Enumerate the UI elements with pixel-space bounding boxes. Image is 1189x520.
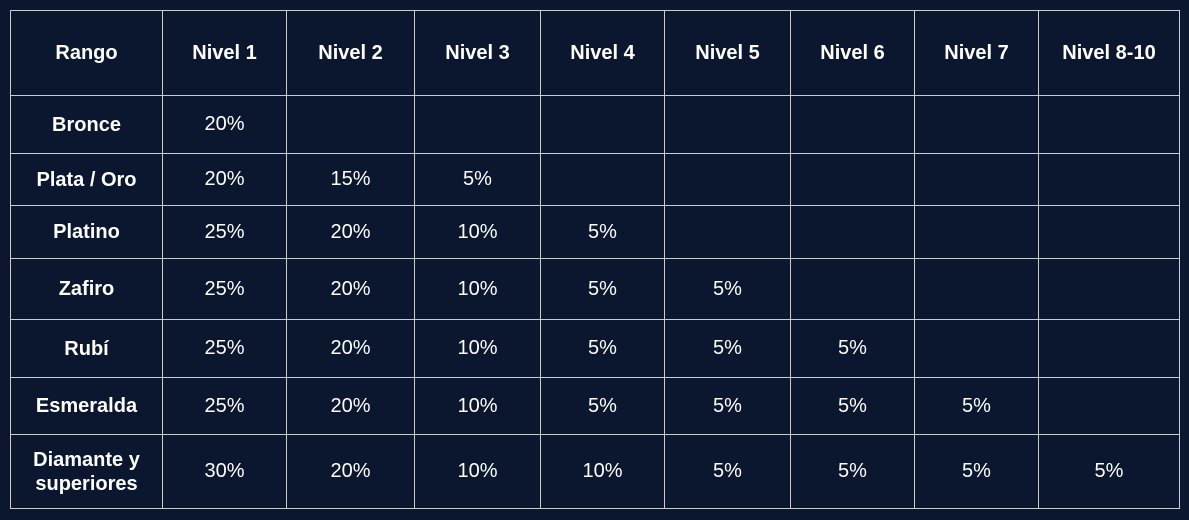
percentage-cell bbox=[1038, 205, 1180, 259]
header-nivel: Nivel 4 bbox=[540, 10, 665, 96]
header-rango: Rango bbox=[10, 10, 163, 96]
percentage-cell bbox=[540, 95, 665, 154]
percentage-cell: 20% bbox=[286, 377, 415, 435]
rank-cell: Rubí bbox=[10, 319, 163, 378]
percentage-cell: 15% bbox=[286, 153, 415, 206]
percentage-cell: 10% bbox=[414, 205, 541, 259]
header-nivel: Nivel 3 bbox=[414, 10, 541, 96]
percentage-cell: 10% bbox=[414, 319, 541, 378]
percentage-cell bbox=[1038, 377, 1180, 435]
percentage-cell: 10% bbox=[414, 377, 541, 435]
percentage-cell: 5% bbox=[914, 434, 1039, 509]
table-row: Diamante y superiores 30% 20% 10% 10% 5% 5% 5% 5… bbox=[10, 434, 1180, 509]
percentage-cell: 20% bbox=[286, 205, 415, 259]
percentage-cell: 20% bbox=[162, 153, 287, 206]
percentage-cell: 5% bbox=[540, 258, 665, 320]
table-row: Bronce 20% bbox=[10, 95, 1180, 154]
percentage-cell: 25% bbox=[162, 205, 287, 259]
rank-cell: Diamante y superiores bbox=[10, 434, 163, 509]
percentage-cell: 20% bbox=[162, 95, 287, 154]
percentage-cell bbox=[790, 258, 915, 320]
percentage-cell bbox=[1038, 153, 1180, 206]
header-nivel: Nivel 6 bbox=[790, 10, 915, 96]
percentage-cell: 10% bbox=[414, 258, 541, 320]
percentage-cell: 5% bbox=[540, 377, 665, 435]
percentage-cell: 5% bbox=[914, 377, 1039, 435]
rank-cell: Esmeralda bbox=[10, 377, 163, 435]
percentage-cell bbox=[664, 153, 791, 206]
rank-cell: Bronce bbox=[10, 95, 163, 154]
header-row: Rango Nivel 1 Nivel 2 Nivel 3 Nivel 4 Nivel 5… bbox=[10, 10, 1180, 96]
percentage-cell: 25% bbox=[162, 319, 287, 378]
table-row: Plata / Oro 20% 15% 5% bbox=[10, 153, 1180, 206]
percentage-cell bbox=[540, 153, 665, 206]
percentage-cell: 5% bbox=[790, 377, 915, 435]
percentage-cell: 20% bbox=[286, 258, 415, 320]
percentage-cell: 10% bbox=[540, 434, 665, 509]
header-nivel: Nivel 8-10 bbox=[1038, 10, 1180, 96]
percentage-cell: 5% bbox=[540, 205, 665, 259]
percentage-cell: 5% bbox=[414, 153, 541, 206]
header-nivel: Nivel 2 bbox=[286, 10, 415, 96]
table-row: Rubí 25% 20% 10% 5% 5% 5% bbox=[10, 319, 1180, 378]
percentage-cell bbox=[414, 95, 541, 154]
rank-cell: Platino bbox=[10, 205, 163, 259]
percentage-cell bbox=[1038, 95, 1180, 154]
percentage-cell: 5% bbox=[1038, 434, 1180, 509]
percentage-cell: 25% bbox=[162, 377, 287, 435]
percentage-cell: 10% bbox=[414, 434, 541, 509]
percentage-cell: 5% bbox=[664, 434, 791, 509]
percentage-cell bbox=[790, 205, 915, 259]
commission-table: Rango Nivel 1 Nivel 2 Nivel 3 Nivel 4 Nivel 5… bbox=[10, 10, 1180, 509]
percentage-cell bbox=[790, 153, 915, 206]
header-nivel: Nivel 1 bbox=[162, 10, 287, 96]
percentage-cell: 25% bbox=[162, 258, 287, 320]
percentage-cell bbox=[286, 95, 415, 154]
percentage-cell: 5% bbox=[790, 434, 915, 509]
percentage-cell bbox=[1038, 258, 1180, 320]
header-nivel: Nivel 5 bbox=[664, 10, 791, 96]
percentage-cell: 5% bbox=[664, 319, 791, 378]
rank-cell: Zafiro bbox=[10, 258, 163, 320]
percentage-cell bbox=[914, 258, 1039, 320]
percentage-cell bbox=[914, 95, 1039, 154]
percentage-cell: 20% bbox=[286, 434, 415, 509]
percentage-cell bbox=[790, 95, 915, 154]
percentage-cell bbox=[914, 153, 1039, 206]
rank-cell: Plata / Oro bbox=[10, 153, 163, 206]
percentage-cell: 30% bbox=[162, 434, 287, 509]
percentage-cell: 20% bbox=[286, 319, 415, 378]
header-nivel: Nivel 7 bbox=[914, 10, 1039, 96]
table-row: Platino 25% 20% 10% 5% bbox=[10, 205, 1180, 259]
table-row: Zafiro 25% 20% 10% 5% 5% bbox=[10, 258, 1180, 320]
percentage-cell: 5% bbox=[540, 319, 665, 378]
percentage-cell: 5% bbox=[790, 319, 915, 378]
percentage-cell bbox=[1038, 319, 1180, 378]
percentage-cell: 5% bbox=[664, 258, 791, 320]
percentage-cell: 5% bbox=[664, 377, 791, 435]
percentage-cell bbox=[664, 95, 791, 154]
percentage-cell bbox=[914, 205, 1039, 259]
percentage-cell bbox=[664, 205, 791, 259]
table-row: Esmeralda 25% 20% 10% 5% 5% 5% 5% bbox=[10, 377, 1180, 435]
percentage-cell bbox=[914, 319, 1039, 378]
